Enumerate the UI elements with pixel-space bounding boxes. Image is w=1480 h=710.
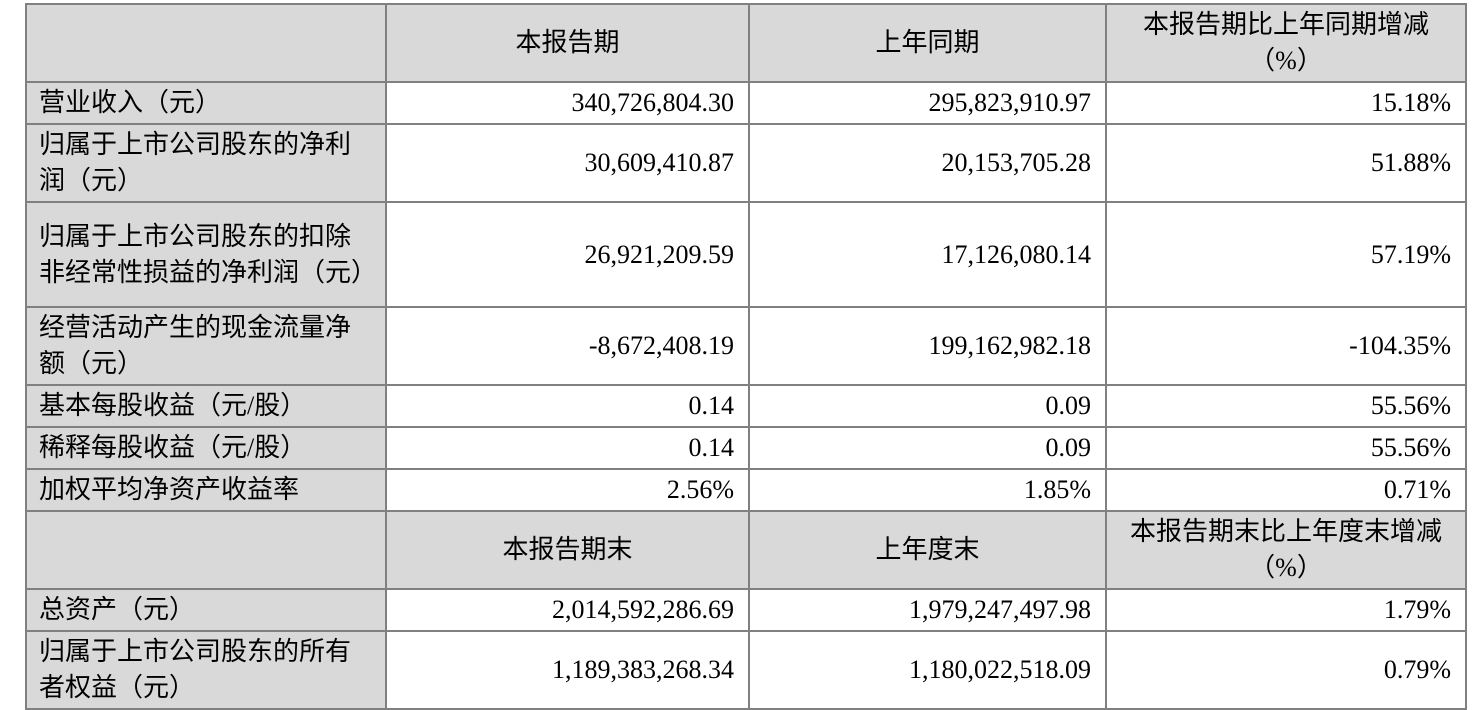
row-label: 归属于上市公司股东的扣除非经常性损益的净利润（元）: [25, 201, 387, 308]
value-change: 51.88%: [1105, 123, 1467, 203]
row-label: 归属于上市公司股东的所有者权益（元）: [25, 630, 387, 710]
page: 本报告期 上年同期 本报告期比上年同期增减 （%） 营业收入（元） 340,72…: [25, 3, 1467, 710]
value-prior: 17,126,080.14: [748, 201, 1107, 308]
value-change: 55.56%: [1105, 384, 1467, 428]
value-prior: 295,823,910.97: [748, 81, 1107, 125]
value-change: 57.19%: [1105, 201, 1467, 308]
period-end-header-change: 本报告期末比上年度末增减 （%）: [1105, 510, 1467, 590]
value-current: -8,672,408.19: [385, 306, 750, 386]
period-end-header-row: 本报告期末 上年度末 本报告期末比上年度末增减 （%）: [25, 510, 1467, 590]
value-prior: 1,979,247,497.98: [748, 588, 1107, 632]
period-header-row: 本报告期 上年同期 本报告期比上年同期增减 （%）: [25, 3, 1467, 83]
table-row-weighted-avg-roe: 加权平均净资产收益率 2.56% 1.85% 0.71%: [25, 468, 1467, 512]
period-header-change-unit: （%）: [1249, 46, 1323, 75]
period-header-change: 本报告期比上年同期增减 （%）: [1105, 3, 1467, 83]
value-current: 0.14: [385, 426, 750, 470]
table-row-net-profit: 归属于上市公司股东的净利润（元） 30,609,410.87 20,153,70…: [25, 123, 1467, 203]
value-change: 0.79%: [1105, 630, 1467, 710]
period-end-header-prior: 上年度末: [748, 510, 1107, 590]
period-end-header-change-unit: （%）: [1249, 553, 1323, 582]
value-current: 2.56%: [385, 468, 750, 512]
table-row-net-profit-excl-nonrecurring: 归属于上市公司股东的扣除非经常性损益的净利润（元） 26,921,209.59 …: [25, 201, 1467, 308]
value-prior: 0.09: [748, 426, 1107, 470]
value-change: 1.79%: [1105, 588, 1467, 632]
value-prior: 199,162,982.18: [748, 306, 1107, 386]
table-row-diluted-eps: 稀释每股收益（元/股） 0.14 0.09 55.56%: [25, 426, 1467, 470]
value-change: 15.18%: [1105, 81, 1467, 125]
value-current: 2,014,592,286.69: [385, 588, 750, 632]
period-header-current: 本报告期: [385, 3, 750, 83]
row-label: 经营活动产生的现金流量净额（元）: [25, 306, 387, 386]
table-row-shareholders-equity: 归属于上市公司股东的所有者权益（元） 1,189,383,268.34 1,18…: [25, 630, 1467, 710]
value-current: 0.14: [385, 384, 750, 428]
period-end-header-blank: [25, 510, 387, 590]
value-prior: 1,180,022,518.09: [748, 630, 1107, 710]
value-current: 26,921,209.59: [385, 201, 750, 308]
value-change: -104.35%: [1105, 306, 1467, 386]
value-change: 0.71%: [1105, 468, 1467, 512]
period-header-change-label: 本报告期比上年同期增减: [1142, 10, 1429, 39]
table-row-operating-revenue: 营业收入（元） 340,726,804.30 295,823,910.97 15…: [25, 81, 1467, 125]
period-end-header-change-label: 本报告期末比上年度末增减: [1129, 517, 1442, 546]
row-label: 稀释每股收益（元/股）: [25, 426, 387, 470]
value-change: 55.56%: [1105, 426, 1467, 470]
value-current: 30,609,410.87: [385, 123, 750, 203]
value-prior: 20,153,705.28: [748, 123, 1107, 203]
row-label: 加权平均净资产收益率: [25, 468, 387, 512]
row-label: 总资产（元）: [25, 588, 387, 632]
row-label: 基本每股收益（元/股）: [25, 384, 387, 428]
row-label: 营业收入（元）: [25, 81, 387, 125]
value-current: 1,189,383,268.34: [385, 630, 750, 710]
table-row-basic-eps: 基本每股收益（元/股） 0.14 0.09 55.56%: [25, 384, 1467, 428]
financial-summary-table: 本报告期 上年同期 本报告期比上年同期增减 （%） 营业收入（元） 340,72…: [25, 3, 1467, 710]
value-prior: 0.09: [748, 384, 1107, 428]
period-header-blank: [25, 3, 387, 83]
row-label: 归属于上市公司股东的净利润（元）: [25, 123, 387, 203]
value-prior: 1.85%: [748, 468, 1107, 512]
table-row-total-assets: 总资产（元） 2,014,592,286.69 1,979,247,497.98…: [25, 588, 1467, 632]
table-row-operating-cash-flow: 经营活动产生的现金流量净额（元） -8,672,408.19 199,162,9…: [25, 306, 1467, 386]
period-header-prior: 上年同期: [748, 3, 1107, 83]
value-current: 340,726,804.30: [385, 81, 750, 125]
period-end-header-current: 本报告期末: [385, 510, 750, 590]
